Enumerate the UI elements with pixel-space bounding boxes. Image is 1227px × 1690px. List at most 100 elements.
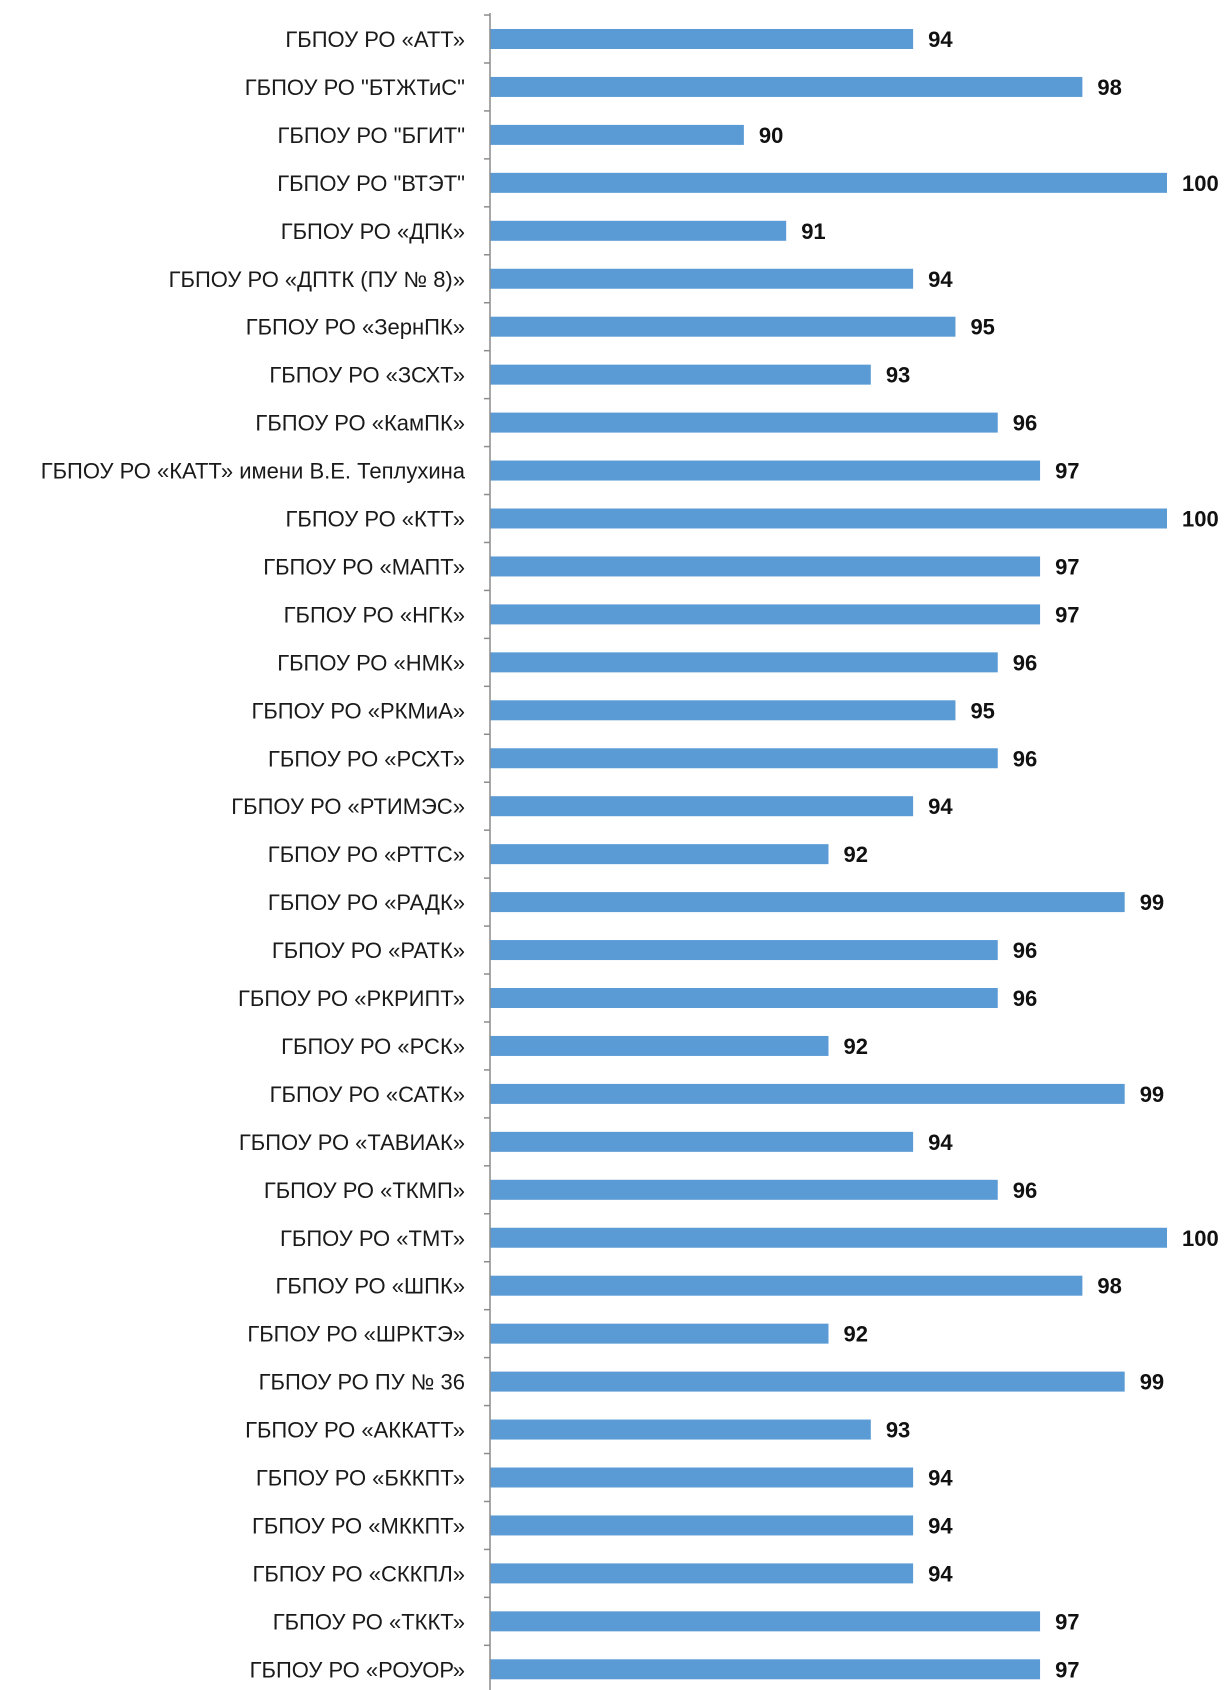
- bar: [490, 604, 1041, 625]
- bar: [490, 29, 914, 49]
- value-label: 96: [1013, 746, 1037, 771]
- bar: [490, 124, 744, 145]
- bar: [490, 892, 1125, 913]
- value-label: 94: [928, 27, 953, 52]
- bar: [490, 1659, 1041, 1680]
- category-label: ГБПОУ РО «РАДК»: [268, 890, 465, 915]
- bar: [490, 1275, 1083, 1296]
- bar: [490, 748, 998, 769]
- bar: [490, 76, 1083, 97]
- category-label: ГБПОУ РО «ТАВИАК»: [239, 1130, 465, 1155]
- bar: [490, 1131, 914, 1152]
- category-label: ГБПОУ РО "ВТЭТ": [277, 171, 465, 196]
- category-label: ГБПОУ РО «ЗернПК»: [246, 315, 465, 340]
- category-label: ГБПОУ РО «МАПТ»: [263, 554, 465, 579]
- value-label: 98: [1097, 75, 1121, 100]
- value-label: 98: [1097, 1274, 1121, 1299]
- category-label: ГБПОУ РО «КТТ»: [286, 507, 466, 532]
- value-label: 97: [1055, 1609, 1079, 1634]
- category-label: ГБПОУ РО «РТТС»: [268, 842, 465, 867]
- category-label: ГБПОУ РО «САТК»: [270, 1082, 465, 1107]
- bar: [490, 1371, 1125, 1392]
- category-label: ГБПОУ РО «СККПЛ»: [252, 1561, 465, 1586]
- bar: [490, 1419, 871, 1440]
- bar: [490, 508, 1167, 529]
- value-label: 100: [1182, 1226, 1219, 1251]
- bar: [490, 1515, 914, 1536]
- bar: [490, 1563, 914, 1584]
- value-label: 95: [970, 698, 994, 723]
- value-label: 94: [928, 1561, 953, 1586]
- category-label: ГБПОУ РО «ДПК»: [281, 219, 465, 244]
- category-label: ГБПОУ РО «РКМиА»: [251, 698, 465, 723]
- category-label: ГБПОУ РО «РСХТ»: [268, 746, 465, 771]
- bar: [490, 556, 1041, 577]
- value-label: 94: [928, 794, 953, 819]
- category-label: ГБПОУ РО «ТКМП»: [264, 1178, 465, 1203]
- value-label: 94: [928, 267, 953, 292]
- bar: [490, 652, 998, 673]
- value-label: 92: [844, 1322, 868, 1347]
- bar: [490, 1611, 1041, 1632]
- value-label: 97: [1055, 554, 1079, 579]
- value-label: 97: [1055, 602, 1079, 627]
- bar: [490, 796, 914, 817]
- category-label: ГБПОУ РО ПУ № 36: [259, 1370, 465, 1395]
- bar: [490, 1467, 914, 1488]
- value-label: 100: [1182, 171, 1219, 196]
- value-label: 95: [970, 315, 994, 340]
- value-labels: 94 98 90 100 91 94 95 93 96 97 100 97 97 96 95 96 94 92 99…: [759, 27, 1219, 1682]
- category-label: ГБПОУ РО «ДПТК (ПУ № 8)»: [169, 267, 465, 292]
- value-label: 94: [928, 1130, 953, 1155]
- bar: [490, 364, 871, 385]
- category-label: ГБПОУ РО «АТТ»: [285, 27, 465, 52]
- bar: [490, 268, 914, 289]
- category-label: ГБПОУ РО «ТККТ»: [273, 1609, 465, 1634]
- bar: [490, 412, 998, 433]
- category-labels: ГБПОУ РО «АТТ» ГБПОУ РО "БТЖТиС" ГБПОУ РО …: [41, 27, 466, 1682]
- category-label: ГБПОУ РО «РОУОР»: [250, 1657, 465, 1682]
- bar: [490, 844, 829, 865]
- category-label: ГБПОУ РО «ТМТ»: [280, 1226, 465, 1251]
- bar: [490, 460, 1041, 481]
- bar: [490, 1083, 1125, 1104]
- category-label: ГБПОУ РО «ЗСХТ»: [269, 363, 465, 388]
- bar: [490, 316, 956, 337]
- value-label: 93: [886, 1418, 910, 1443]
- category-label: ГБПОУ РО «РСК»: [281, 1034, 465, 1059]
- bar: [490, 172, 1167, 193]
- value-label: 99: [1140, 890, 1164, 915]
- category-label: ГБПОУ РО «КАТТ» имени В.Е. Теплухина: [41, 459, 466, 484]
- bar: [490, 220, 787, 241]
- value-label: 96: [1013, 938, 1037, 963]
- value-label: 99: [1140, 1370, 1164, 1395]
- category-label: ГБПОУ РО «МККПТ»: [252, 1513, 465, 1538]
- bar: [490, 988, 998, 1008]
- value-label: 94: [928, 1513, 953, 1538]
- category-label: ГБПОУ РО «ШПК»: [275, 1274, 465, 1299]
- value-label: 94: [928, 1466, 953, 1491]
- value-label: 96: [1013, 986, 1037, 1011]
- value-label: 97: [1055, 459, 1079, 484]
- category-label: ГБПОУ РО «РТИМЭС»: [231, 794, 465, 819]
- bar: [490, 1227, 1167, 1248]
- axis-ticks: [484, 14, 490, 1647]
- value-label: 96: [1013, 1178, 1037, 1203]
- category-label: ГБПОУ РО «РАТК»: [272, 938, 465, 963]
- value-label: 96: [1013, 650, 1037, 675]
- bar: [490, 1179, 998, 1200]
- bar: [490, 700, 956, 721]
- bars: [490, 29, 1167, 1680]
- category-label: ГБПОУ РО «ШРКТЭ»: [247, 1322, 465, 1347]
- bar: [490, 940, 998, 961]
- bar: [490, 1035, 829, 1056]
- value-label: 96: [1013, 411, 1037, 436]
- category-label: ГБПОУ РО «НМК»: [277, 650, 465, 675]
- category-label: ГБПОУ РО «БККПТ»: [256, 1466, 465, 1491]
- category-label: ГБПОУ РО «АККАТТ»: [245, 1418, 465, 1443]
- value-label: 99: [1140, 1082, 1164, 1107]
- value-label: 93: [886, 363, 910, 388]
- category-label: ГБПОУ РО «РКРИПТ»: [238, 986, 465, 1011]
- value-label: 91: [801, 219, 825, 244]
